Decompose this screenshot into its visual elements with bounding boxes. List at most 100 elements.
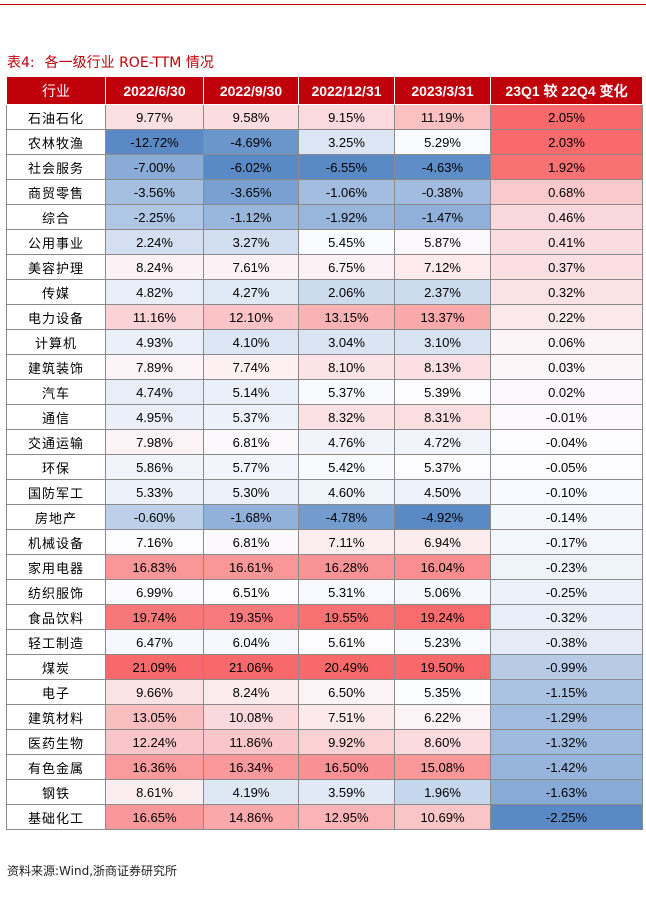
roe-value-cell: 6.47% xyxy=(105,629,204,655)
roe-value-cell: 9.15% xyxy=(298,104,395,130)
industry-name-cell: 食品饮料 xyxy=(6,604,106,630)
roe-value-cell: 3.04% xyxy=(298,329,395,355)
roe-value-cell: 21.06% xyxy=(203,654,299,680)
table-row: 石油石化 9.77% 9.58% 9.15% 11.19% 2.05% xyxy=(6,104,643,130)
roe-value-cell: 6.81% xyxy=(203,429,299,455)
roe-value-cell: 7.12% xyxy=(394,254,491,280)
roe-value-cell: 4.72% xyxy=(394,429,491,455)
roe-value-cell: 7.89% xyxy=(105,354,204,380)
change-cell: 0.37% xyxy=(490,254,643,280)
table-row: 建筑材料 13.05% 10.08% 7.51% 6.22% -1.29% xyxy=(6,704,643,730)
change-cell: -0.04% xyxy=(490,429,643,455)
industry-name-cell: 轻工制造 xyxy=(6,629,106,655)
roe-value-cell: 4.27% xyxy=(203,279,299,305)
roe-value-cell: -4.69% xyxy=(203,129,299,155)
roe-value-cell: 16.04% xyxy=(394,554,491,580)
industry-name-cell: 美容护理 xyxy=(6,254,106,280)
change-cell: 0.03% xyxy=(490,354,643,380)
roe-value-cell: 13.37% xyxy=(394,304,491,330)
table-row: 电子 9.66% 8.24% 6.50% 5.35% -1.15% xyxy=(6,679,643,705)
roe-value-cell: -1.12% xyxy=(203,204,299,230)
table-row: 食品饮料 19.74% 19.35% 19.55% 19.24% -0.32% xyxy=(6,604,643,630)
industry-name-cell: 钢铁 xyxy=(6,779,106,805)
roe-value-cell: -1.68% xyxy=(203,504,299,530)
roe-value-cell: 12.24% xyxy=(105,729,204,755)
change-cell: -0.01% xyxy=(490,404,643,430)
change-cell: -0.14% xyxy=(490,504,643,530)
roe-value-cell: 16.36% xyxy=(105,754,204,780)
roe-value-cell: -12.72% xyxy=(105,129,204,155)
roe-value-cell: 19.35% xyxy=(203,604,299,630)
header-change: 23Q1 较 22Q4 变化 xyxy=(490,76,643,105)
industry-name-cell: 建筑装饰 xyxy=(6,354,106,380)
change-cell: 0.02% xyxy=(490,379,643,405)
roe-value-cell: 8.24% xyxy=(105,254,204,280)
caption-title: 各一级行业 ROE-TTM 情况 xyxy=(44,55,214,71)
roe-value-cell: 9.58% xyxy=(203,104,299,130)
roe-value-cell: 5.35% xyxy=(394,679,491,705)
header-2023-3-31: 2023/3/31 xyxy=(394,76,491,105)
roe-value-cell: 8.61% xyxy=(105,779,204,805)
industry-name-cell: 电力设备 xyxy=(6,304,106,330)
table-row: 煤炭 21.09% 21.06% 20.49% 19.50% -0.99% xyxy=(6,654,643,680)
roe-value-cell: 4.76% xyxy=(298,429,395,455)
roe-value-cell: 8.60% xyxy=(394,729,491,755)
industry-name-cell: 公用事业 xyxy=(6,229,106,255)
roe-value-cell: 10.08% xyxy=(203,704,299,730)
table-row: 传媒 4.82% 4.27% 2.06% 2.37% 0.32% xyxy=(6,279,643,305)
roe-value-cell: 5.77% xyxy=(203,454,299,480)
industry-name-cell: 家用电器 xyxy=(6,554,106,580)
table-row: 机械设备 7.16% 6.81% 7.11% 6.94% -0.17% xyxy=(6,529,643,555)
roe-value-cell: -2.25% xyxy=(105,204,204,230)
roe-value-cell: -3.65% xyxy=(203,179,299,205)
roe-value-cell: -1.06% xyxy=(298,179,395,205)
roe-value-cell: 5.29% xyxy=(394,129,491,155)
roe-value-cell: 9.92% xyxy=(298,729,395,755)
table-row: 通信 4.95% 5.37% 8.32% 8.31% -0.01% xyxy=(6,404,643,430)
change-cell: 2.03% xyxy=(490,129,643,155)
roe-value-cell: 12.10% xyxy=(203,304,299,330)
roe-value-cell: 6.99% xyxy=(105,579,204,605)
roe-value-cell: 8.31% xyxy=(394,404,491,430)
roe-value-cell: 16.83% xyxy=(105,554,204,580)
industry-name-cell: 交通运输 xyxy=(6,429,106,455)
table-row: 环保 5.86% 5.77% 5.42% 5.37% -0.05% xyxy=(6,454,643,480)
industry-name-cell: 商贸零售 xyxy=(6,179,106,205)
roe-value-cell: 8.24% xyxy=(203,679,299,705)
roe-value-cell: 6.50% xyxy=(298,679,395,705)
change-cell: -1.15% xyxy=(490,679,643,705)
roe-value-cell: 7.16% xyxy=(105,529,204,555)
roe-value-cell: 5.86% xyxy=(105,454,204,480)
roe-value-cell: 3.25% xyxy=(298,129,395,155)
roe-value-cell: 5.37% xyxy=(298,379,395,405)
roe-value-cell: 11.16% xyxy=(105,304,204,330)
change-cell: -0.17% xyxy=(490,529,643,555)
roe-value-cell: 5.33% xyxy=(105,479,204,505)
roe-value-cell: 4.60% xyxy=(298,479,395,505)
industry-name-cell: 纺织服饰 xyxy=(6,579,106,605)
roe-value-cell: 19.55% xyxy=(298,604,395,630)
roe-value-cell: 6.94% xyxy=(394,529,491,555)
change-cell: -0.23% xyxy=(490,554,643,580)
roe-value-cell: 16.50% xyxy=(298,754,395,780)
change-cell: -1.32% xyxy=(490,729,643,755)
industry-name-cell: 传媒 xyxy=(6,279,106,305)
change-cell: 0.41% xyxy=(490,229,643,255)
table-row: 医药生物 12.24% 11.86% 9.92% 8.60% -1.32% xyxy=(6,729,643,755)
change-cell: -0.25% xyxy=(490,579,643,605)
roe-value-cell: 8.32% xyxy=(298,404,395,430)
change-cell: -1.29% xyxy=(490,704,643,730)
roe-value-cell: 4.82% xyxy=(105,279,204,305)
roe-value-cell: 6.22% xyxy=(394,704,491,730)
industry-name-cell: 房地产 xyxy=(6,504,106,530)
header-industry: 行业 xyxy=(6,76,106,105)
change-cell: -0.10% xyxy=(490,479,643,505)
change-cell: -1.42% xyxy=(490,754,643,780)
roe-value-cell: 6.81% xyxy=(203,529,299,555)
roe-value-cell: -4.92% xyxy=(394,504,491,530)
change-cell: -0.05% xyxy=(490,454,643,480)
change-cell: -2.25% xyxy=(490,804,643,830)
roe-value-cell: 5.23% xyxy=(394,629,491,655)
roe-value-cell: 8.10% xyxy=(298,354,395,380)
header-2022-9-30: 2022/9/30 xyxy=(203,76,299,105)
